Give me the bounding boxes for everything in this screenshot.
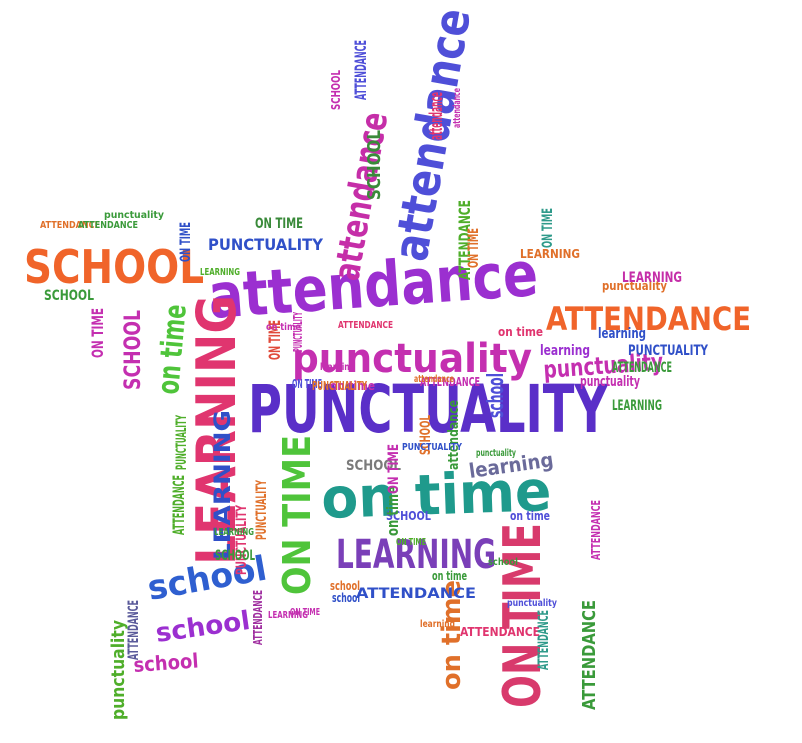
cloud-word-learning: LEARNING — [612, 398, 662, 414]
cloud-word-attendance: ATTENDANCE — [169, 475, 188, 535]
cloud-word-learning: learning — [540, 343, 590, 359]
cloud-word-learning: LEARNING — [211, 410, 236, 560]
cloud-word-on-time: on time — [383, 486, 402, 536]
cloud-word-punctuality: PUNCTUALITY — [254, 479, 270, 540]
cloud-word-learning: LEARNING — [214, 527, 254, 538]
cloud-word-on-time: ON TIME — [493, 523, 553, 708]
cloud-word-school: SCHOOL — [121, 310, 146, 390]
cloud-word-attendance: ATTENDANCE — [420, 375, 480, 389]
cloud-word-school: SCHOOL — [386, 509, 431, 523]
cloud-word-attendance: ATTENDANCE — [612, 360, 672, 376]
cloud-word-punctuality: PUNCTUALITY — [402, 442, 462, 453]
cloud-word-school: SCHOOL — [346, 458, 401, 474]
cloud-word-learning: LEARNING — [520, 247, 580, 261]
cloud-word-attendance: ATTENDANCE — [460, 625, 540, 639]
cloud-word-attendance: ATTENDANCE — [546, 300, 751, 338]
cloud-word-on-time: on time — [330, 379, 375, 393]
cloud-word-attendance: ATTENDANCE — [40, 220, 100, 231]
cloud-word-on-time: ON TIME — [178, 222, 194, 262]
cloud-word-attendance: ATTENDANCE — [356, 586, 476, 602]
cloud-word-school: school — [484, 373, 509, 418]
cloud-word-school: school — [154, 606, 252, 649]
cloud-word-attendance: attendance — [426, 92, 447, 140]
cloud-word-learning: LEARNING — [336, 532, 496, 578]
cloud-word-on-time: ON TIME — [265, 320, 284, 360]
cloud-word-learning: LEARNING — [200, 267, 240, 278]
cloud-word-school: school — [133, 649, 200, 677]
cloud-word-on-time: ON TIME — [292, 377, 322, 391]
cloud-word-punctuality: PUNCTUALITY — [234, 504, 250, 575]
cloud-word-on-time: ON TIME — [386, 444, 402, 494]
cloud-word-learning: learning — [420, 619, 455, 630]
cloud-word-attendance: ATTENDANCE — [251, 590, 265, 645]
cloud-word-attendance: ATTENDANCE — [536, 610, 552, 670]
cloud-word-attendance: ATTENDANCE — [338, 320, 393, 331]
cloud-word-learning: LEARNING — [622, 270, 682, 286]
cloud-word-school: SCHOOL — [24, 240, 204, 294]
cloud-word-punctuality: PUNCTUALITY — [174, 415, 190, 470]
cloud-word-attendance: ATTENDANCE — [126, 600, 142, 660]
cloud-word-punctuality: punctuality — [507, 598, 557, 609]
cloud-word-punctuality: PUNCTUALITY — [208, 235, 324, 254]
cloud-word-school: school — [488, 557, 518, 568]
cloud-word-school: SCHOOL — [215, 548, 255, 564]
cloud-word-school: SCHOOL — [364, 130, 385, 200]
cloud-word-punctuality: PUNCTUALITY — [291, 312, 305, 352]
cloud-word-punctuality: PUNCTUALITY — [312, 379, 367, 393]
cloud-word-punctuality: punctuality — [602, 279, 667, 293]
cloud-word-punctuality: punctuality — [580, 374, 640, 390]
cloud-word-on-time: on time — [151, 303, 194, 396]
cloud-word-punctuality: punctuality — [104, 210, 164, 221]
cloud-word-on-time: ON TIME — [88, 308, 107, 358]
cloud-word-attendance: ATTENDANCE — [78, 220, 138, 231]
cloud-word-school: school — [330, 579, 360, 593]
cloud-word-on-time: ON TIME — [540, 208, 556, 248]
cloud-word-on-time: on time — [498, 325, 543, 339]
cloud-word-attendance: ATTENDANCE — [455, 200, 474, 280]
cloud-word-attendance: attendance — [414, 374, 454, 385]
cloud-word-on-time: ON TIME — [290, 607, 320, 618]
cloud-word-on-time: on time — [510, 509, 550, 523]
cloud-word-attendance: ATTENDANCE — [579, 600, 600, 710]
cloud-word-on-time: ON TIME — [396, 537, 426, 548]
cloud-word-on-time: ON TIME — [275, 435, 319, 595]
cloud-word-on-time: ON TIME — [466, 228, 482, 268]
cloud-word-on-time: on time — [266, 322, 301, 333]
cloud-word-attendance: attendance — [452, 88, 463, 128]
cloud-word-on-time: on time — [437, 580, 467, 690]
cloud-word-punctuality: PUNCTUALITY — [248, 371, 609, 448]
cloud-word-attendance: attendance — [446, 400, 462, 470]
cloud-word-on-time: on time — [432, 569, 467, 583]
cloud-word-learning: LEARNING — [268, 610, 308, 621]
cloud-word-learning: learning — [598, 326, 646, 342]
cloud-word-on-time: on time — [320, 459, 552, 532]
cloud-word-attendance: ATTENDANCE — [351, 40, 370, 100]
cloud-word-punctuality: PUNCTUALITY — [628, 343, 709, 359]
cloud-word-punctuality: punctuality — [108, 620, 129, 720]
cloud-word-learning: learning — [320, 362, 355, 373]
cloud-word-school: school — [332, 591, 360, 605]
cloud-word-learning: LEARNING — [185, 295, 248, 565]
cloud-word-punctuality: punctuality — [476, 448, 516, 459]
cloud-word-attendance: ATTENDANCE — [589, 500, 603, 560]
cloud-word-on-time: ON TIME — [255, 216, 303, 232]
cloud-word-school: SCHOOL — [418, 415, 434, 455]
cloud-word-school: SCHOOL — [329, 70, 343, 110]
cloud-word-punctuality: punctuality — [292, 336, 532, 382]
cloud-word-school: SCHOOL — [44, 288, 94, 304]
